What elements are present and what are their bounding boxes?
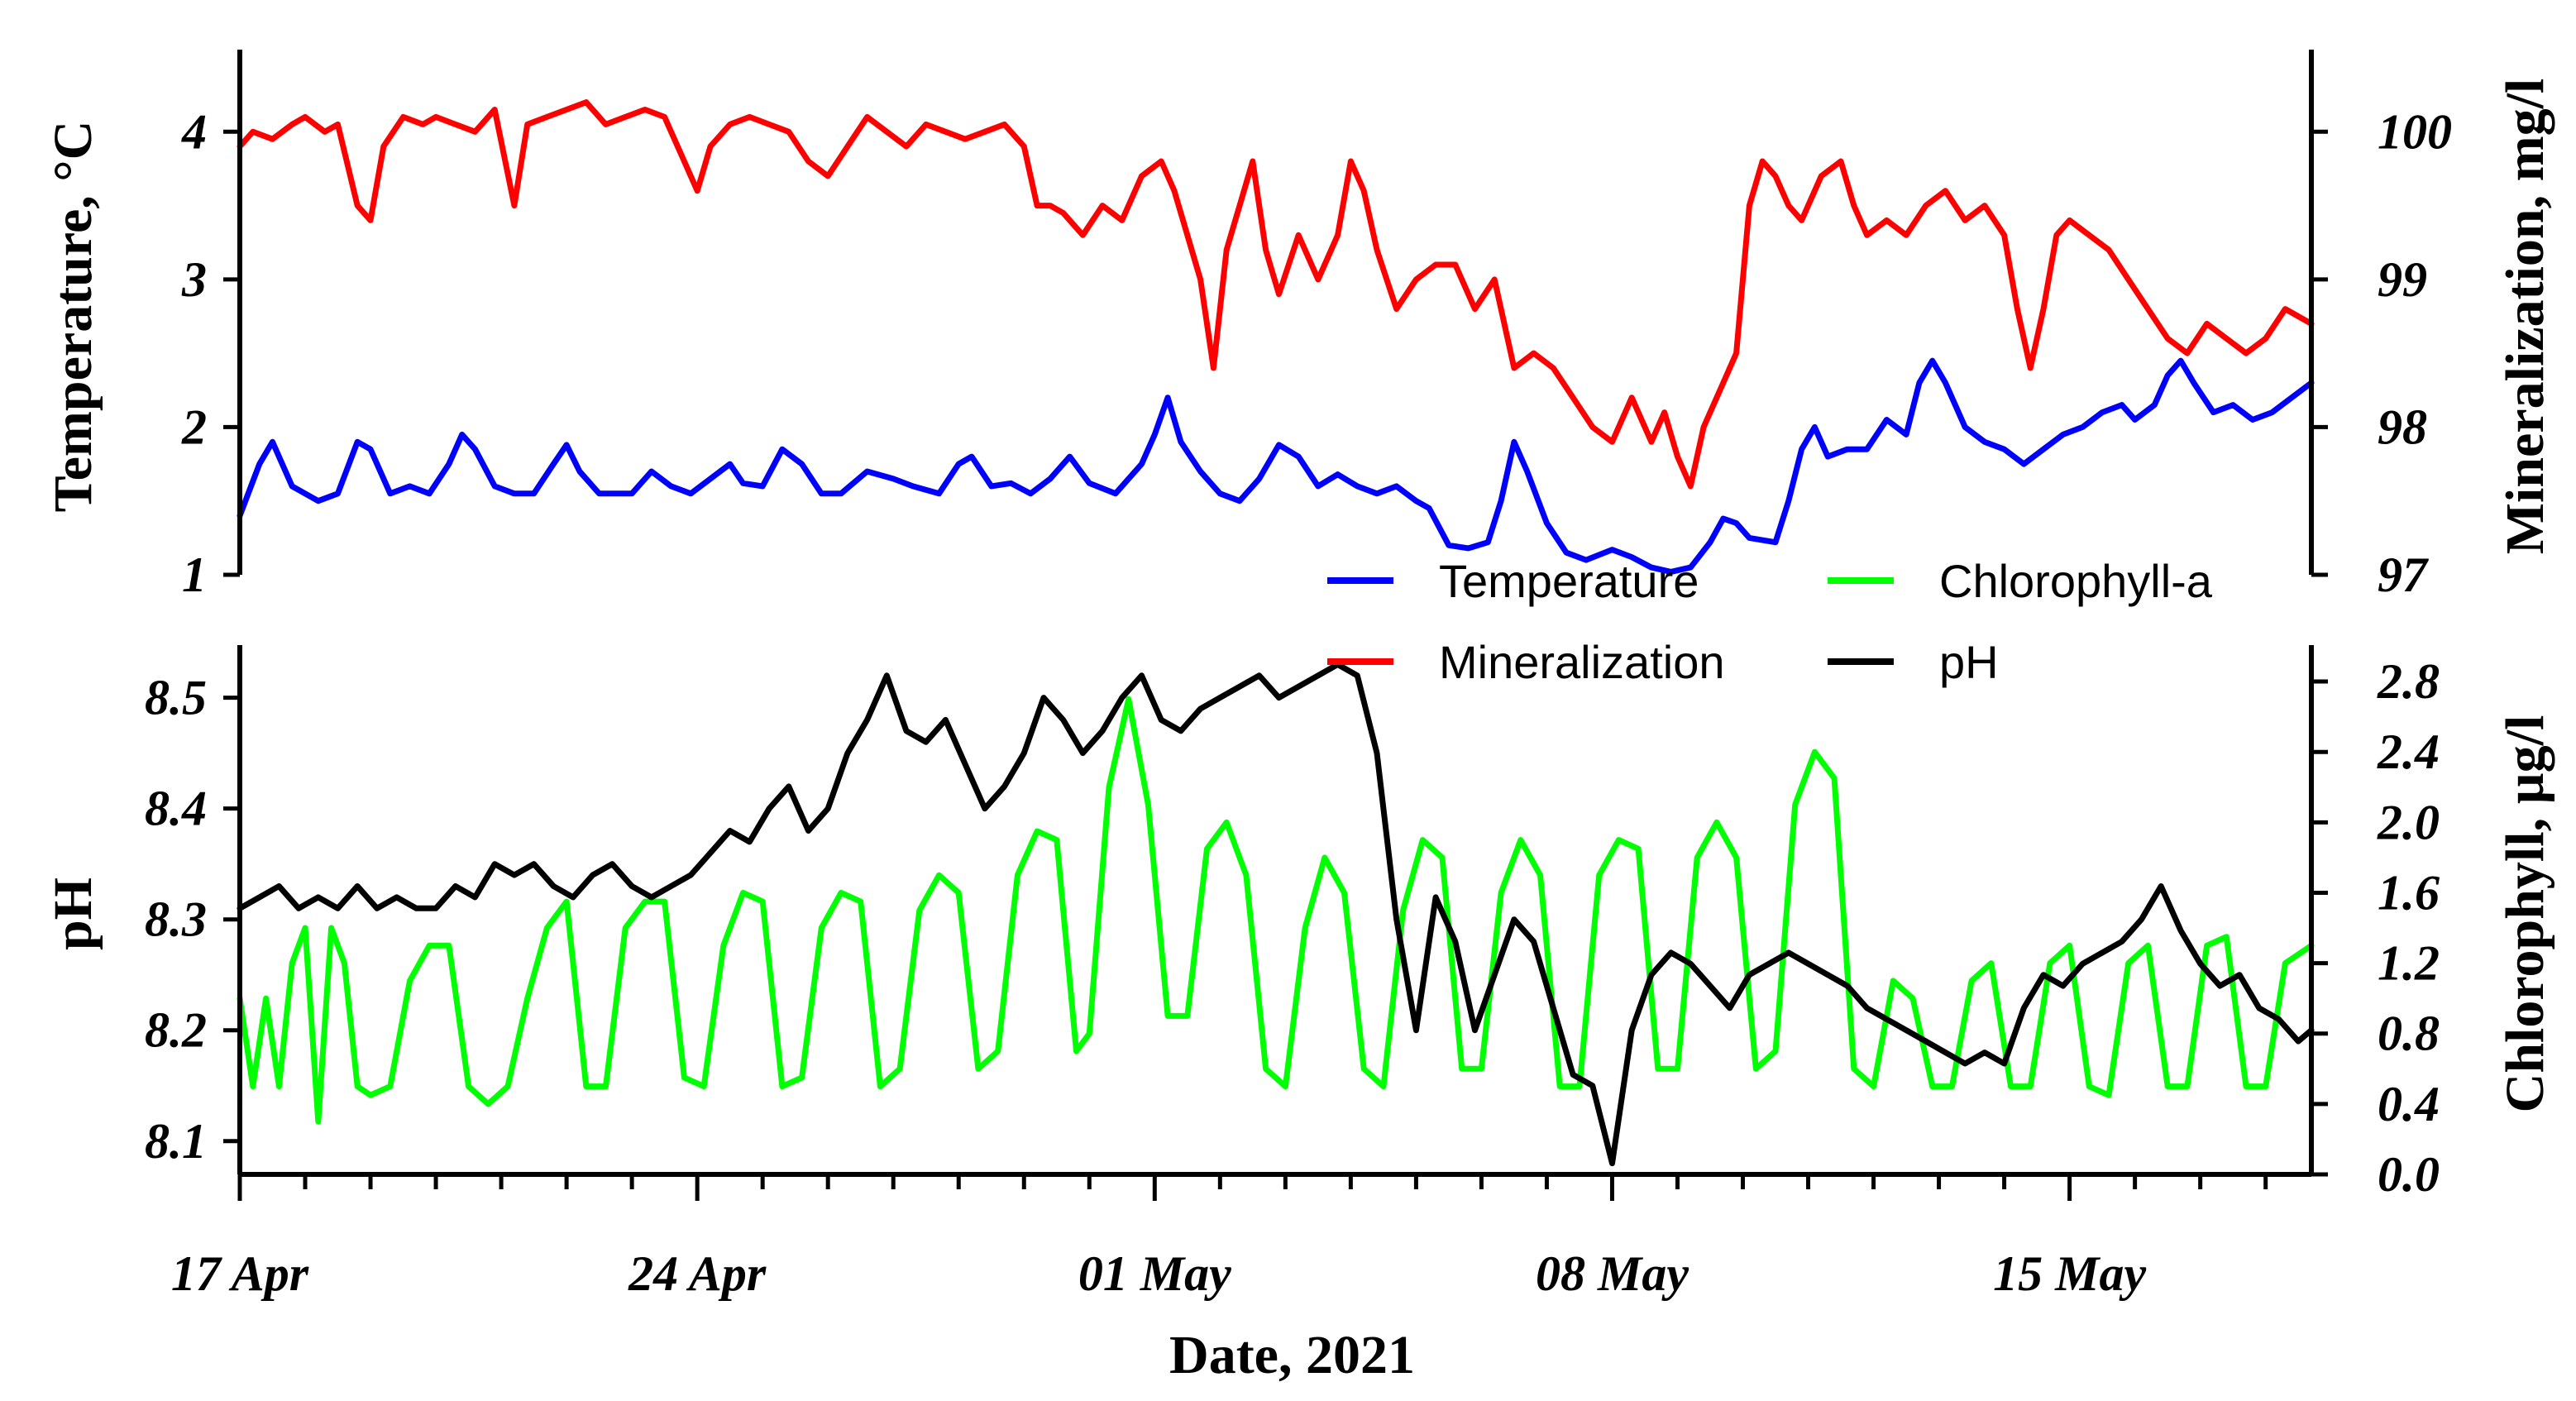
- bottom-right-tick-label: 0.4: [2378, 1077, 2440, 1131]
- top-panel-series: [237, 99, 2315, 575]
- bottom-left-tick-label: 8.3: [145, 892, 207, 947]
- top-left-tick-label: 3: [181, 252, 207, 307]
- bottom-right-tick-label: 1.6: [2378, 865, 2440, 920]
- top-right-tick-label: 98: [2378, 399, 2427, 454]
- bottom-right-tick-label: 0.0: [2378, 1147, 2440, 1202]
- legend-label: Mineralization: [1439, 636, 1725, 688]
- top-right-tick-label: 99: [2378, 252, 2427, 307]
- legend-label: pH: [1939, 636, 1999, 688]
- bottom-left-tick-label: 8.1: [145, 1114, 207, 1169]
- top-left-tick-label: 2: [181, 399, 207, 454]
- bottom-left-axis-title: pH: [43, 877, 103, 950]
- top-left-axis-title: Temperature, °C: [43, 121, 103, 513]
- series-line-chlorophyll-a: [237, 696, 2315, 1125]
- x-tick-label: 24 Apr: [628, 1246, 767, 1301]
- x-axis-title: Date, 2021: [1169, 1325, 1415, 1385]
- bottom-left-tick-label: 8.4: [145, 782, 207, 836]
- legend: Temperature Chlorophyll-a Mineralization pH: [1327, 555, 2213, 688]
- legend-label: Chlorophyll-a: [1939, 555, 2213, 607]
- bottom-left-tick-label: 8.5: [145, 671, 207, 725]
- top-left-tick-label: 1: [182, 547, 207, 602]
- top-right-tick-label: 97: [2378, 547, 2429, 602]
- series-line-temperature: [237, 357, 2315, 575]
- bottom-left-tick-label: 8.2: [145, 1003, 207, 1058]
- bottom-right-axis-title: Chlorophyll, µg/l: [2495, 715, 2555, 1113]
- bottom-right-tick-label: 0.8: [2378, 1007, 2440, 1061]
- x-tick-label: 15 May: [1993, 1246, 2146, 1301]
- series-line-ph: [237, 661, 2315, 1167]
- bottom-right-tick-label: 1.2: [2378, 936, 2440, 991]
- bottom-right-tick-label: 2.8: [2377, 654, 2440, 709]
- top-right-tick-label: 100: [2378, 104, 2452, 159]
- x-tick-label: 01 May: [1078, 1246, 1231, 1301]
- legend-label: Temperature: [1439, 555, 1699, 607]
- bottom-panel-series: [237, 661, 2315, 1167]
- axes: 1 2 3 4 97 98 99 100 Temperature, °C Mineralizati…: [43, 50, 2555, 1385]
- x-tick-label: 17 Apr: [171, 1246, 309, 1301]
- top-left-tick-label: 4: [181, 104, 207, 159]
- top-right-axis-title: Mineralization, mg/l: [2495, 79, 2555, 555]
- bottom-right-tick-label: 2.4: [2377, 724, 2440, 779]
- x-tick-label: 08 May: [1536, 1246, 1689, 1301]
- bottom-right-tick-label: 2.0: [2377, 795, 2440, 849]
- series-line-mineralization: [237, 99, 2315, 490]
